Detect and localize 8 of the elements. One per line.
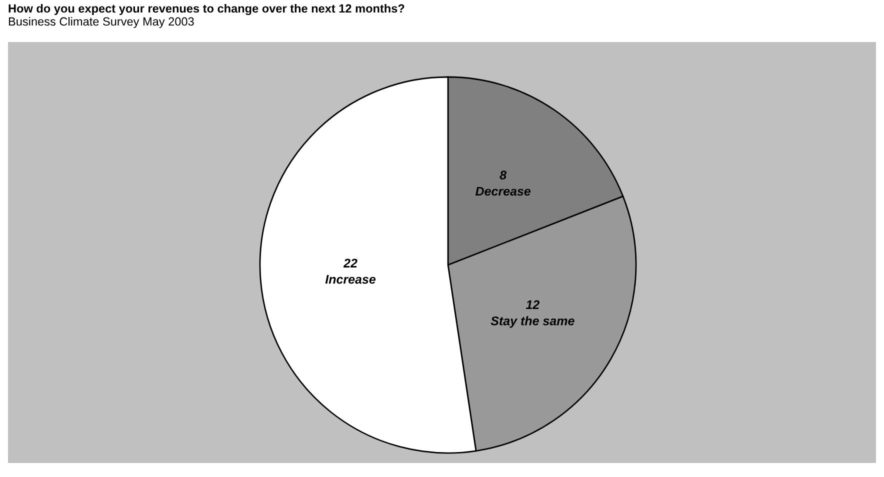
slice-label: Decrease <box>475 186 531 196</box>
data-label: 8 <box>500 170 507 180</box>
slice-label: Stay the same <box>490 316 574 328</box>
data-label: 12 <box>526 300 540 310</box>
slice-label: Increase <box>325 275 376 284</box>
data-label: 22 <box>343 258 358 268</box>
chart-title: How do you expect your revenues to change over the next 12 months? <box>8 4 404 16</box>
text: Business Climate Survey May 2003 <box>8 17 194 28</box>
